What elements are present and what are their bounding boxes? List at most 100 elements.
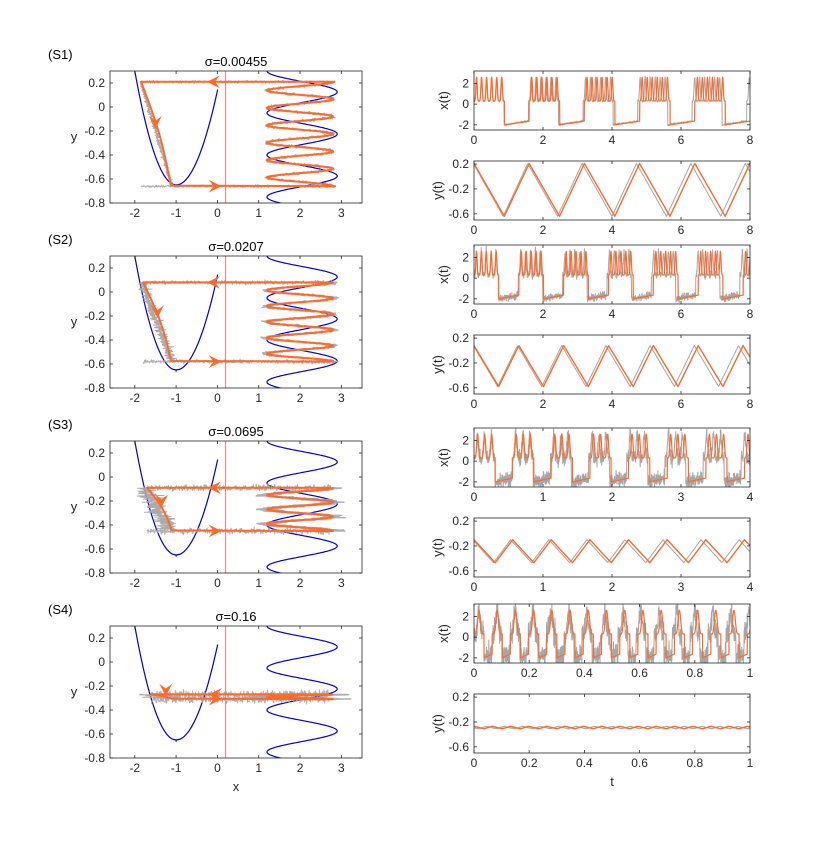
y-tick-label: -0.6 — [448, 207, 469, 221]
y-axis-label: y(t) — [430, 355, 445, 374]
x-orbit-series — [474, 433, 750, 483]
y-tick-label: 2 — [462, 76, 469, 90]
subplot-S3-y: 0 1 2 3 4 0.2 -0.2 -0.6y(t) — [430, 514, 754, 594]
x-tick-label: 0 — [471, 133, 478, 147]
arrow-right-bottom — [208, 355, 222, 368]
x-tick-label: 4 — [609, 307, 616, 321]
nullcline-right — [266, 441, 338, 573]
x-tick-label: 0 — [471, 490, 478, 504]
x-tick-label: 3 — [678, 490, 685, 504]
x-tick-label: 1 — [255, 576, 262, 590]
y-tick-label: -0.6 — [84, 727, 105, 741]
x-tick-label: 1 — [540, 580, 547, 594]
panel-label: (S2) — [48, 232, 73, 247]
y-tick-label: -0.8 — [84, 751, 105, 765]
x-tick-label: 3 — [338, 206, 345, 220]
x-tick-label: 1 — [255, 761, 262, 775]
nullcline-right — [266, 626, 338, 758]
y-tick-label: -0.2 — [84, 679, 105, 693]
subplot-S2-phase: -2 -1 0 1 2 3 0.2 0 -0.2 -0.4 -0.6 -0.8 σ=0.0207 (S2)… — [48, 232, 363, 405]
y-tick-label: -0.8 — [84, 196, 105, 210]
axes-frame — [473, 160, 751, 221]
x-tick-label: 0.2 — [521, 666, 538, 680]
subplot-S3-phase: -2 -1 0 1 2 3 0.2 0 -0.2 -0.4 -0.6 -0.8 σ=0.0695 (S3)… — [48, 417, 363, 590]
arrow-down — [151, 305, 164, 319]
x-tick-label: 0.6 — [631, 666, 648, 680]
y-tick-label: 2 — [462, 250, 469, 264]
y-axis-label: y — [71, 684, 78, 699]
x-tick-label: 6 — [678, 397, 685, 411]
arrow-right-bottom — [208, 179, 222, 193]
x-tick-label: 6 — [678, 307, 685, 321]
axes-frame — [473, 427, 751, 488]
axes-frame — [473, 244, 751, 305]
y-tick-label: -0.4 — [84, 333, 105, 347]
orbit-curve — [140, 80, 337, 188]
y-tick-label: -0.6 — [448, 381, 469, 395]
plot-area — [474, 162, 750, 217]
y-tick-label: -2 — [458, 475, 469, 489]
x-axis-label: t — [610, 774, 614, 789]
nullcline-left — [134, 441, 219, 557]
axes-frame — [473, 70, 751, 131]
y-orbit-series — [474, 539, 750, 564]
y-tick-label: -0.2 — [448, 182, 469, 196]
x-tick-label: 3 — [338, 576, 345, 590]
plot-area — [474, 725, 750, 730]
y-tick-label: -0.2 — [448, 356, 469, 370]
y-axis-label: y — [71, 314, 78, 329]
y-noisy-series — [474, 345, 750, 388]
y-tick-label: 0 — [462, 630, 469, 644]
y-axis-label: y(t) — [430, 181, 445, 200]
y-tick-label: -0.2 — [84, 309, 105, 323]
x-tick-label: 0.4 — [576, 756, 593, 770]
x-tick-label: 0 — [214, 391, 221, 405]
x-tick-label: 0.4 — [576, 666, 593, 680]
y-tick-label: 2 — [462, 433, 469, 447]
subplot-S1-phase: -2 -1 0 1 2 3 0.2 0 -0.2 -0.4 -0.6 -0.8 σ=0.00455 (S1… — [48, 47, 363, 220]
arrow-down — [149, 115, 162, 129]
x-tick-label: -1 — [171, 576, 182, 590]
axes-frame — [109, 70, 363, 204]
x-tick-label: 4 — [747, 580, 754, 594]
y-tick-label: -0.4 — [84, 148, 105, 162]
plot-area — [134, 626, 352, 758]
axes-frame — [473, 693, 751, 754]
x-tick-label: 3 — [678, 580, 685, 594]
y-orbit-series — [474, 344, 750, 388]
x-tick-label: 2 — [540, 397, 547, 411]
y-axis-label: y(t) — [430, 714, 445, 733]
x-tick-label: -1 — [171, 391, 182, 405]
x-tick-label: 1 — [747, 666, 754, 680]
subplot-S4-phase: -2 -1 0 1 2 3 0.2 0 -0.2 -0.4 -0.6 -0.8 σ=0.16 (S4) y x — [48, 602, 363, 794]
x-tick-label: 1 — [255, 206, 262, 220]
y-tick-label: 0.2 — [88, 76, 105, 90]
x-tick-label: 0 — [471, 397, 478, 411]
arrow-left-top — [207, 276, 220, 289]
plot-area — [134, 441, 346, 573]
y-tick-label: -0.2 — [448, 715, 469, 729]
plot-area — [134, 71, 338, 203]
y-tick-label: 0.2 — [452, 514, 469, 528]
x-tick-label: 8 — [747, 397, 754, 411]
x-tick-label: 0 — [471, 756, 478, 770]
x-tick-label: 8 — [747, 133, 754, 147]
axes-frame — [473, 517, 751, 578]
arrow-right-bottom — [208, 524, 222, 538]
y-tick-label: -0.8 — [84, 381, 105, 395]
y-axis-label: y — [71, 499, 78, 514]
x-tick-label: 0.6 — [631, 756, 648, 770]
x-tick-label: 2 — [297, 391, 304, 405]
x-tick-label: 0 — [214, 206, 221, 220]
plot-area — [474, 428, 750, 487]
plot-area — [474, 245, 750, 304]
x-orbit-series — [474, 250, 750, 300]
x-tick-label: 2 — [297, 761, 304, 775]
arrow-right-bottom — [208, 692, 222, 706]
x-tick-label: 0.2 — [521, 756, 538, 770]
x-tick-label: -2 — [129, 391, 140, 405]
x-tick-label: 3 — [338, 391, 345, 405]
arrow-left-top — [208, 481, 221, 495]
panel-title: σ=0.00455 — [205, 54, 268, 69]
